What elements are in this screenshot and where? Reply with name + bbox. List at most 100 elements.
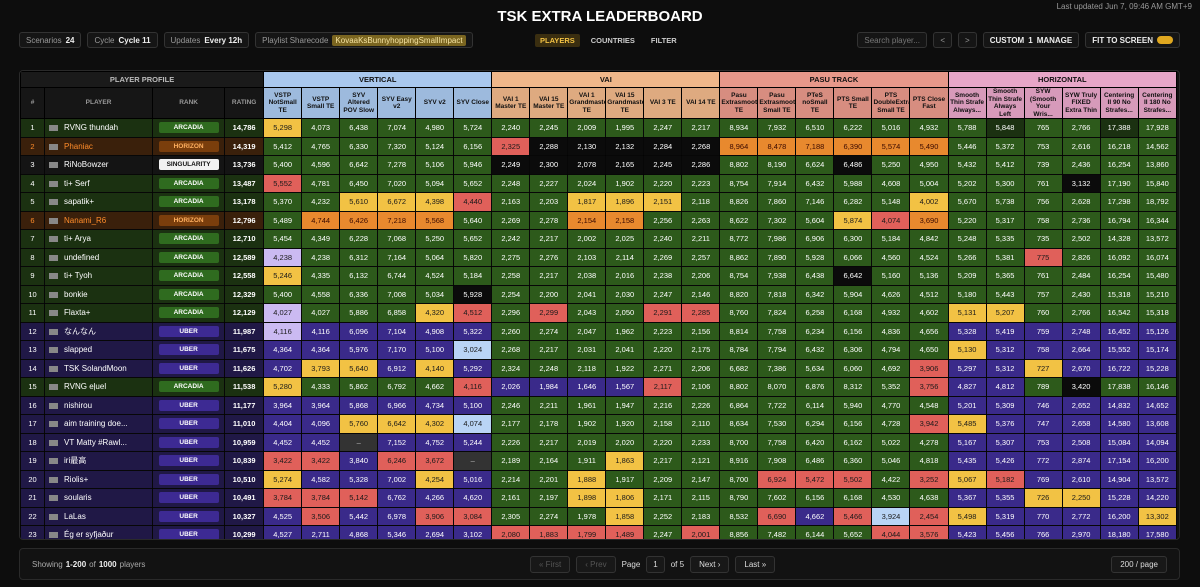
- column-header[interactable]: SYW Truly FIXED Extra Thin: [1061, 87, 1101, 119]
- column-header[interactable]: VSTP NotSmall TE: [263, 87, 303, 119]
- player-row[interactable]: 7 ti+ Arya ARCADIA 12,710 5,454 4,349 6,228 7,0…: [20, 229, 1178, 249]
- player-row[interactable]: 16 nishirou UBER 11,177 3,964 3,964 5,868 6,966…: [20, 395, 1178, 415]
- player-row[interactable]: 2 Phaniac HORIZON 14,319 5,412 4,765 6,330 7,32…: [20, 136, 1178, 156]
- player-name[interactable]: Phaniac: [64, 141, 93, 151]
- player-name[interactable]: VT Matty #Rawl...: [64, 437, 127, 447]
- column-header[interactable]: Pasu Extrasmooth TE: [719, 87, 759, 119]
- score-cell: 5,106: [415, 155, 455, 175]
- player-name[interactable]: sapatik+: [64, 197, 95, 207]
- player-name[interactable]: LaLas: [64, 511, 86, 521]
- player-row[interactable]: 11 Flaxta+ ARCADIA 12,129 4,027 4,027 5,886 6,8…: [20, 303, 1178, 323]
- column-header[interactable]: SYV Close: [453, 87, 493, 119]
- player-row[interactable]: 4 ti+ Serf ARCADIA 13,487 5,552 4,781 6,450 7,0…: [20, 173, 1178, 193]
- score-cell: 7,320: [377, 136, 417, 156]
- player-name[interactable]: soularis: [64, 493, 92, 503]
- page-input[interactable]: 1: [646, 555, 665, 573]
- player-name[interactable]: TSK SolandMoon: [64, 363, 127, 373]
- player-row[interactable]: 19 iri最高 UBER 10,839 3,422 3,422 3,840 6,246 3,6…: [20, 451, 1178, 471]
- player-row[interactable]: 15 RVNG eļuel ARCADIA 11,538 5,280 4,333 5,862…: [20, 377, 1178, 397]
- player-name[interactable]: bonkie: [64, 289, 88, 299]
- player-name[interactable]: ti+ Arya: [64, 234, 91, 244]
- player-row[interactable]: 13 slapped UBER 11,675 4,364 4,364 5,976 7,170 5…: [20, 340, 1178, 360]
- column-header[interactable]: SYV Easy v2: [377, 87, 417, 119]
- player-name[interactable]: なんなん: [64, 326, 97, 336]
- score-cell: 8,934: [719, 118, 759, 138]
- column-header[interactable]: SYW (Smooth Your Wris...: [1023, 87, 1063, 119]
- player-row[interactable]: 20 Riolis+ UBER 10,510 5,274 4,582 5,328 7,002 4…: [20, 469, 1178, 489]
- search-input[interactable]: Search player...: [857, 32, 928, 48]
- player-row[interactable]: 14 TSK SolandMoon UBER 11,626 4,702 3,793 5,64…: [20, 358, 1178, 378]
- player-row[interactable]: 22 LaLas UBER 10,327 4,525 3,506 5,442 6,978 3,9…: [20, 506, 1178, 526]
- column-header[interactable]: Centering II 90 No Strafes...: [1099, 87, 1139, 119]
- score-cell: 5,220: [947, 210, 987, 230]
- column-header[interactable]: Smooth Thin Strafe Always Left: [985, 87, 1025, 119]
- player-name[interactable]: aim training doe...: [64, 419, 128, 429]
- column-header[interactable]: SYV Altered POV Slow: [339, 87, 379, 119]
- column-header[interactable]: VAI 1 Master TE: [491, 87, 531, 119]
- nav-next[interactable]: >: [958, 32, 977, 48]
- tab[interactable]: PLAYERS: [535, 33, 580, 47]
- player-name[interactable]: slapped: [64, 345, 93, 355]
- player-name[interactable]: RVNG eļuel: [64, 382, 107, 392]
- player-name[interactable]: nishirou: [64, 400, 93, 410]
- player-name[interactable]: undefined: [64, 252, 100, 262]
- player-row[interactable]: 21 soularis UBER 10,491 3,784 3,784 5,142 6,762…: [20, 488, 1178, 508]
- player-row[interactable]: 12 なんなん UBER 11,987 4,116 4,116 6,096 7,104 4,90…: [20, 321, 1178, 341]
- switch[interactable]: [1157, 36, 1173, 44]
- score-cell: 8,190: [757, 155, 797, 175]
- rank-cell: HORIZON: [152, 136, 226, 156]
- nav-prev[interactable]: <: [933, 32, 953, 48]
- player-name[interactable]: ti+ Serf: [64, 178, 90, 188]
- player-row[interactable]: 23 Ég er syfjaður UBER 10,299 4,527 2,711 4,86…: [20, 525, 1178, 540]
- column-header[interactable]: PTS Close Fast: [909, 87, 949, 119]
- custom-pill[interactable]: CUSTOM 1 MANAGE: [982, 32, 1080, 48]
- flag: [49, 143, 59, 150]
- fit-toggle[interactable]: FIT TO SCREEN: [1085, 32, 1180, 48]
- column-header[interactable]: Smooth Thin Strafe Always...: [947, 87, 987, 119]
- per-page-select[interactable]: 200 / page: [1111, 555, 1167, 573]
- player-name[interactable]: RVNG thundah: [64, 123, 119, 133]
- tab[interactable]: FILTER: [650, 35, 677, 45]
- player-row[interactable]: 5 sapatik+ ARCADIA 13,178 5,370 4,232 5,610 6,6…: [20, 192, 1178, 212]
- column-header[interactable]: VAI 15 Grandmaster TE: [605, 87, 645, 119]
- score-cell: 2,227: [529, 173, 569, 193]
- player-name[interactable]: Ég er syfjaður: [64, 530, 114, 540]
- column-header[interactable]: Centering II 180 No Strafes...: [1137, 87, 1178, 119]
- player-name[interactable]: ti+ Tyoh: [64, 271, 93, 281]
- column-header[interactable]: PTS DoubleExtra Small TE: [871, 87, 911, 119]
- column-header[interactable]: VAI 14 TE: [681, 87, 721, 119]
- column-header[interactable]: SYV v2: [415, 87, 455, 119]
- score-cell: 2,163: [491, 192, 531, 212]
- tab[interactable]: COUNTRIES: [590, 35, 635, 45]
- player-row[interactable]: 6 Nanami_R6 HORIZON 12,796 5,489 4,744 6,426 7,…: [20, 210, 1178, 230]
- player-name[interactable]: Flaxta+: [64, 308, 91, 318]
- score-cell: 14,562: [1137, 136, 1178, 156]
- manage[interactable]: MANAGE: [1036, 35, 1073, 45]
- column-header[interactable]: VAI 15 Master TE: [529, 87, 569, 119]
- last-button[interactable]: Last »: [735, 555, 776, 573]
- player-row[interactable]: 17 aim training doe... UBER 11,010 4,404 4,09…: [20, 414, 1178, 434]
- column-header[interactable]: VAI 3 TE: [643, 87, 683, 119]
- player-name[interactable]: Riolis+: [64, 474, 89, 484]
- player-name[interactable]: iri最高: [64, 456, 87, 466]
- column-header[interactable]: PTS Small TE: [833, 87, 873, 119]
- player-name[interactable]: Nanami_R6: [64, 215, 107, 225]
- rank-cell: UBER: [152, 469, 226, 489]
- flag: [49, 199, 59, 206]
- column-header[interactable]: VAI 1 Grandmaster TE: [567, 87, 607, 119]
- player-row[interactable]: 8 undefined ARCADIA 12,589 4,238 4,238 6,312 7,…: [20, 247, 1178, 267]
- player-row[interactable]: 9 ti+ Tyoh ARCADIA 12,558 5,246 4,335 6,132 6,7…: [20, 266, 1178, 286]
- first-button[interactable]: « First: [530, 555, 571, 573]
- column-header[interactable]: Pasu Extrasmooth Small TE: [757, 87, 797, 119]
- player-row[interactable]: 18 VT Matty #Rawl... UBER 10,959 4,452 4,452–…: [20, 432, 1178, 452]
- player-name[interactable]: RiNoBowzer: [64, 160, 109, 170]
- column-header[interactable]: VSTP Small TE: [301, 87, 341, 119]
- prev-button[interactable]: ‹ Prev: [576, 555, 616, 573]
- score-cell: 6,924: [757, 469, 797, 489]
- player-row[interactable]: 10 bonkie ARCADIA 12,329 5,400 4,558 6,336 7,00…: [20, 284, 1178, 304]
- player-row[interactable]: 3 RiNoBowzer SINGULARITY 13,736 5,400 4,596 6,…: [20, 155, 1178, 175]
- sharecode-pill[interactable]: Playlist Sharecode KovaaKsBunnyhoppingSma…: [255, 32, 473, 48]
- next-button[interactable]: Next ›: [690, 555, 730, 573]
- column-header[interactable]: PTeS noSmall TE: [795, 87, 835, 119]
- player-row[interactable]: 1 RVNG thundah ARCADIA 14,786 5,298 4,073 6,43…: [20, 118, 1178, 138]
